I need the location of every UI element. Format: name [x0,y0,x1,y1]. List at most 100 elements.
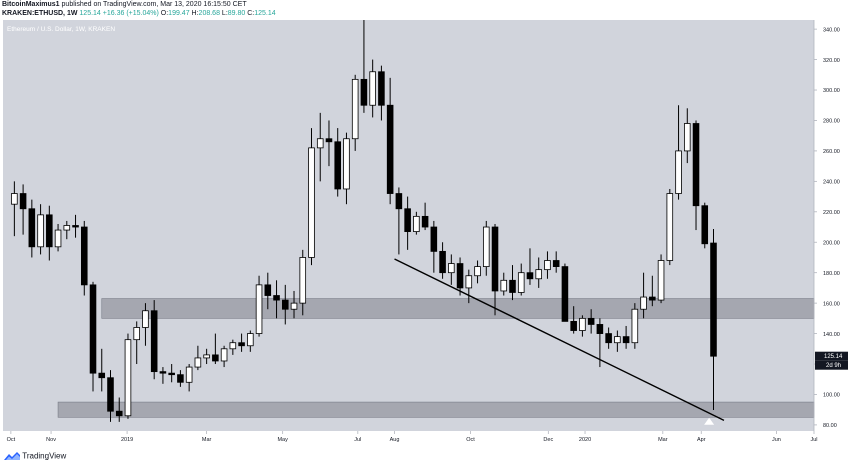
candle-body [535,269,542,280]
candle-body [89,284,97,374]
candle-body [360,78,368,106]
close-value: 125.14 [254,10,276,17]
candle-body [203,354,210,359]
candle [37,204,44,255]
candle [579,315,586,337]
candle [72,214,79,238]
x-tick-label: May [277,437,288,443]
candle-body [439,250,446,274]
candle-body [482,226,490,267]
candle-body [666,193,674,261]
candle [238,333,245,352]
candle [229,339,237,355]
chart-header: BitcoinMaximus1 published on TradingView… [2,1,848,19]
close-label: C: [247,10,255,17]
price-chart[interactable]: Ethereum / U.S. Dollar, 1W, KRAKEN 80.00… [0,20,850,449]
candle [395,187,403,255]
candle-body [316,138,324,149]
candle [54,223,62,252]
candle [544,251,551,279]
candle [308,128,315,266]
x-tick-label: Apr [697,437,706,443]
x-tick-label: Oct [7,437,16,443]
candle-body [448,263,455,274]
candle-body [614,336,621,344]
footer-brand[interactable]: TradingView [22,451,67,461]
candle [316,112,324,182]
candle-body [526,272,534,280]
candle [587,309,595,334]
candle [482,220,490,276]
candle-body [710,242,717,357]
candle-body [413,215,420,232]
candle [526,248,534,285]
tradingview-logo-icon [4,452,20,460]
candle-body [308,147,315,258]
candle [666,188,674,266]
x-tick-label: Mar [202,437,212,443]
author-name[interactable]: BitcoinMaximus1 [2,1,60,8]
candle [605,327,612,349]
candle [168,364,175,383]
y-tick-label: 240.00 [823,180,840,186]
candle [220,345,228,368]
candle [465,269,473,304]
price-labels: 125.14 2d 9h [815,351,848,370]
candle-body [378,71,385,106]
candle-body [456,263,464,289]
candle [351,74,359,151]
candle-body [28,208,36,248]
candles-group [11,20,717,422]
candle-body [587,317,595,325]
candle [552,251,560,273]
candle [500,272,508,296]
candle-body [395,193,403,210]
y-tick-label: 180.00 [823,271,840,277]
candle [89,281,97,392]
candle [386,77,394,205]
candle-body [491,226,499,292]
candle [80,220,88,296]
candle-body [229,342,237,350]
candle [509,265,516,301]
candle-body [421,215,429,228]
candle [19,184,27,235]
candle [177,370,184,387]
symbol-info: KRAKEN:ETHUSD, 1W 125.14 +16.36 (+15.04%… [2,10,276,17]
footer: TradingView [4,451,66,461]
x-tick-label: Mar [658,437,668,443]
candle [343,132,350,205]
candle [430,220,438,273]
candle [614,330,621,352]
candle-body [325,138,333,143]
candle [290,290,298,319]
candle [369,59,376,118]
candle [255,275,263,337]
candle [273,280,280,319]
candle-body [54,229,62,248]
candle [421,202,429,231]
candle-body [500,279,508,292]
candle-body [465,275,473,289]
candle [622,325,630,349]
candle [657,254,665,304]
candle [631,303,639,349]
candle [561,263,569,322]
high-label: H: [191,10,199,17]
candle-body [605,333,612,344]
candle-body [212,354,219,362]
triangle-marker-icon [704,417,715,425]
candle-body [107,377,114,412]
candle-body [552,260,560,267]
candle-body [255,284,263,334]
lower-support-zone [57,401,815,418]
candle [474,260,481,284]
candle [692,120,700,231]
candle-body [386,104,394,194]
y-tick-label: 160.00 [823,301,840,307]
open-label: O: [160,10,169,17]
x-tick-label: 2019 [121,437,133,443]
candle-body [640,296,647,310]
countdown-badge [815,360,848,370]
y-tick-label: 100.00 [823,393,840,399]
